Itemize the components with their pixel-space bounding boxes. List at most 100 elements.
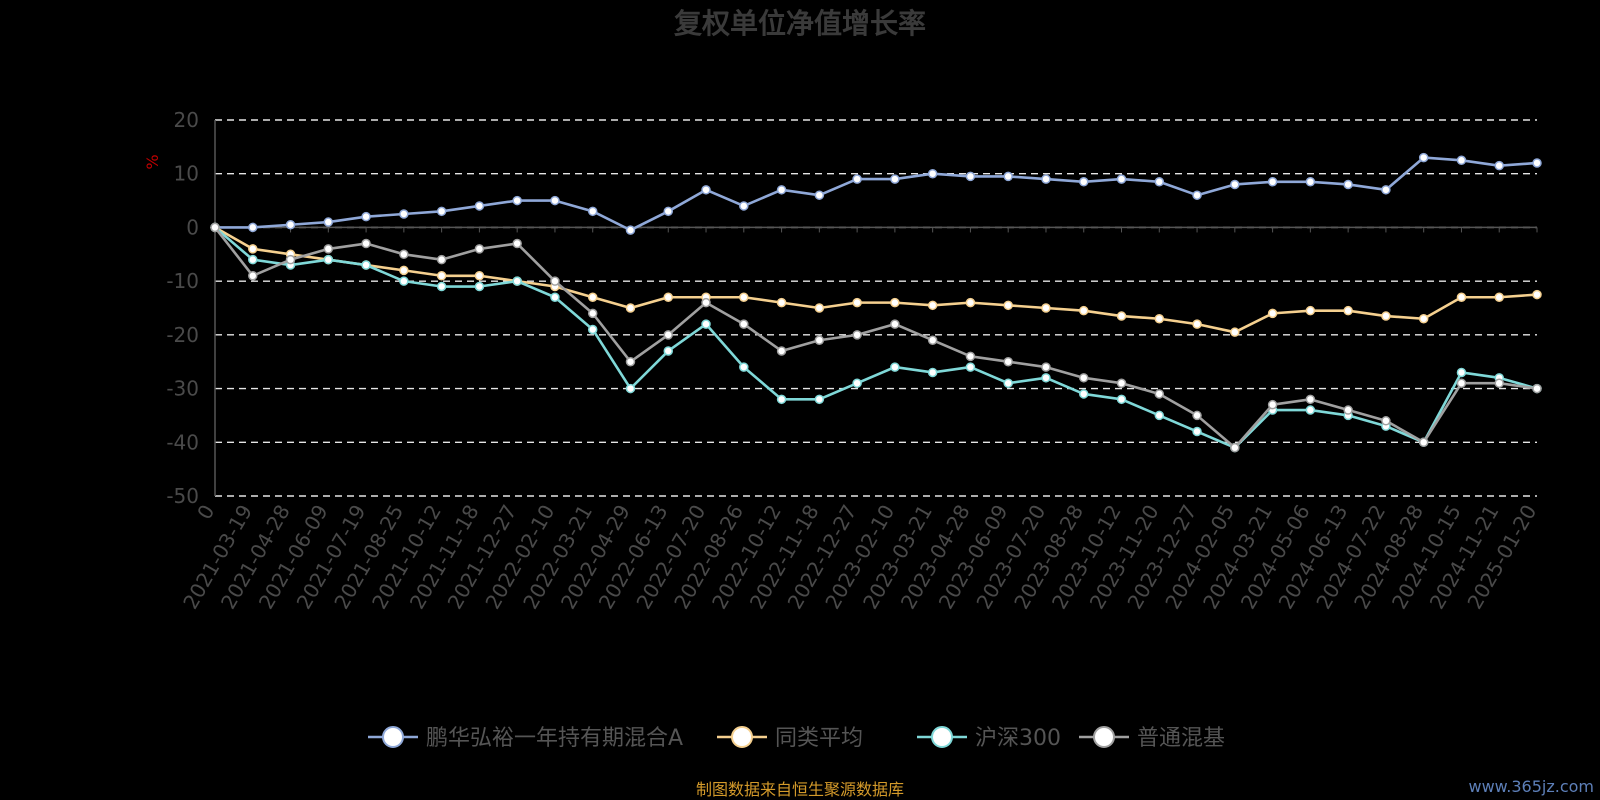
series-1-point-29 <box>1305 305 1316 316</box>
series-0-point-11 <box>625 225 636 235</box>
series-3-point-32 <box>1418 437 1429 448</box>
series-2-point-9 <box>550 292 560 303</box>
series-0-point-7 <box>474 201 485 211</box>
y-tick-labels: 20 10 0 -10 -20 -30 -40 -50 <box>166 108 199 508</box>
y-tick-label-4: -20 <box>166 323 199 347</box>
series-3-point-25 <box>1154 389 1165 399</box>
series-1-point-6 <box>436 271 447 281</box>
legend-label-1[interactable]: 同类平均 <box>775 726 863 751</box>
series-0-point-6 <box>436 206 447 217</box>
series-1-point-22 <box>1041 303 1051 313</box>
series-2-point-11 <box>625 383 636 394</box>
series-3-point-0 <box>210 222 220 233</box>
series-0-point-18 <box>890 174 900 184</box>
y-tick-label-5: -30 <box>166 377 199 401</box>
series-3-point-35 <box>1532 383 1542 394</box>
series-1-point-15 <box>776 297 787 308</box>
series-3-point-31 <box>1381 416 1391 426</box>
series-3-point-21 <box>1003 356 1013 367</box>
series-3-point-15 <box>776 346 787 356</box>
y-tick-label-6: -40 <box>166 430 199 454</box>
series-lines <box>210 152 1542 453</box>
series-3-point-19 <box>927 335 938 345</box>
series-line-0 <box>215 156 1538 232</box>
series-2-point-25 <box>1154 410 1165 421</box>
series-2-point-15 <box>776 394 787 405</box>
series-0-point-17 <box>852 174 862 184</box>
series-line-1 <box>214 226 1538 334</box>
series-3-point-20 <box>965 351 976 362</box>
series-1-point-19 <box>927 300 938 311</box>
series-0-point-35 <box>1532 158 1542 168</box>
series-0-point-14 <box>739 201 749 211</box>
series-3-point-17 <box>852 330 862 340</box>
series-2-point-14 <box>739 362 749 372</box>
y-tick-label-1: 10 <box>174 162 199 186</box>
series-2-point-6 <box>436 281 447 292</box>
legend: 鹏华弘裕一年持有期混合A 同类平均 沪深300 普通混基 <box>368 726 1225 751</box>
series-3-point-12 <box>663 330 674 340</box>
series-1-point-23 <box>1078 305 1089 316</box>
series-2-point-10 <box>587 324 598 335</box>
series-0-point-30 <box>1343 179 1353 190</box>
y-tick-label-3: -10 <box>166 269 199 293</box>
series-0-point-29 <box>1305 177 1316 187</box>
series-0-point-1 <box>248 222 258 233</box>
series-2-point-19 <box>927 367 938 378</box>
legend-label-2[interactable]: 沪深300 <box>975 726 1061 751</box>
series-0-point-33 <box>1456 155 1467 166</box>
series-0-point-2 <box>285 219 296 230</box>
series-1-point-28 <box>1267 308 1278 319</box>
series-1-point-17 <box>852 297 862 308</box>
series-3-point-28 <box>1267 399 1278 410</box>
y-tick-label-7: -50 <box>166 484 199 508</box>
series-2-point-7 <box>474 281 485 292</box>
chart-title: 复权单位净值增长率 <box>674 7 926 40</box>
series-2-point-12 <box>663 346 674 356</box>
series-3-point-4 <box>361 238 371 249</box>
series-2-point-33 <box>1456 367 1467 378</box>
series-3-point-24 <box>1116 378 1127 388</box>
series-0-point-19 <box>927 168 938 179</box>
series-2-point-5 <box>399 276 409 286</box>
series-0-point-21 <box>1003 171 1013 182</box>
series-0-point-4 <box>361 211 371 222</box>
series-1-point-10 <box>587 292 598 303</box>
series-0-point-9 <box>550 195 560 206</box>
series-1-point-26 <box>1192 319 1202 329</box>
series-1-point-30 <box>1343 305 1353 316</box>
series-3-point-27 <box>1230 442 1240 453</box>
legend-swatch-marker-3 <box>1093 726 1115 748</box>
source-note: 制图数据来自恒生聚源数据库 <box>696 780 904 799</box>
legend-label-3[interactable]: 普通混基 <box>1137 726 1225 751</box>
series-1-point-33 <box>1456 292 1467 303</box>
series-line-3 <box>213 226 1538 449</box>
series-3-point-23 <box>1078 373 1089 383</box>
series-0-point-24 <box>1116 174 1127 184</box>
series-3-point-1 <box>248 271 258 281</box>
series-0-point-20 <box>965 171 976 182</box>
series-1-point-31 <box>1381 311 1391 321</box>
series-3-point-10 <box>587 308 598 319</box>
series-3-point-34 <box>1494 378 1504 388</box>
legend-label-0[interactable]: 鹏华弘裕一年持有期混合A <box>426 726 683 751</box>
series-2-point-21 <box>1003 378 1013 388</box>
series-3-point-30 <box>1343 405 1353 415</box>
series-3-point-3 <box>323 244 334 254</box>
series-2-point-3 <box>323 254 334 265</box>
series-1-point-16 <box>814 303 825 313</box>
series-1-point-25 <box>1154 313 1165 324</box>
series-3-point-2 <box>285 254 296 265</box>
series-3-point-9 <box>550 276 560 286</box>
series-0-point-5 <box>399 209 409 219</box>
series-1-point-27 <box>1230 327 1240 337</box>
series-0-point-10 <box>587 206 598 217</box>
series-3-point-22 <box>1041 362 1051 372</box>
series-0-point-8 <box>512 195 522 206</box>
series-3-point-29 <box>1305 394 1316 405</box>
legend-swatch-marker-1 <box>731 726 753 748</box>
series-2-point-13 <box>701 319 711 329</box>
series-3-point-13 <box>701 297 711 308</box>
series-3-point-26 <box>1192 410 1202 421</box>
